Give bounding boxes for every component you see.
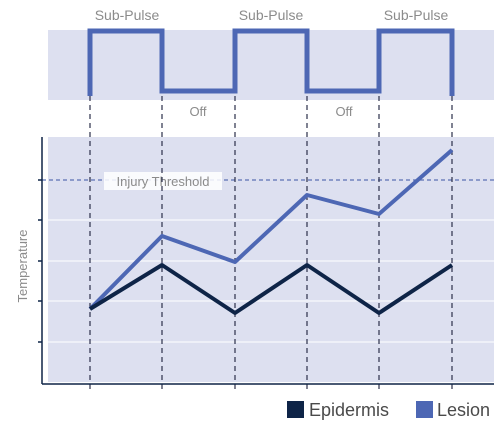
- y-axis-label: Temperature: [15, 230, 30, 303]
- injury-threshold-label-bg: [104, 172, 222, 190]
- off-label-1: Off: [189, 104, 206, 119]
- legend-swatch-lesion: [416, 401, 433, 418]
- phase-dividers: [89, 96, 453, 392]
- off-label-2: Off: [335, 104, 352, 119]
- lesion-curve: [88, 148, 454, 311]
- legend-label-epidermis: Epidermis: [309, 400, 389, 420]
- y-axis-ticks: [38, 179, 42, 343]
- sub-pulse-label-2: Sub-Pulse: [239, 7, 304, 23]
- legend-label-lesion: Lesion: [437, 400, 490, 420]
- pulse-waveform: [87, 28, 455, 96]
- legend-swatch-epidermis: [287, 401, 304, 418]
- sub-pulse-label-3: Sub-Pulse: [384, 7, 449, 23]
- sub-pulse-label-1: Sub-Pulse: [95, 7, 160, 23]
- epidermis-curve: [88, 263, 454, 315]
- legend: Epidermis Lesion: [287, 400, 490, 420]
- gridlines: [48, 219, 494, 343]
- pulse-panel: [48, 30, 494, 100]
- injury-threshold-label: Injury Threshold: [117, 174, 210, 189]
